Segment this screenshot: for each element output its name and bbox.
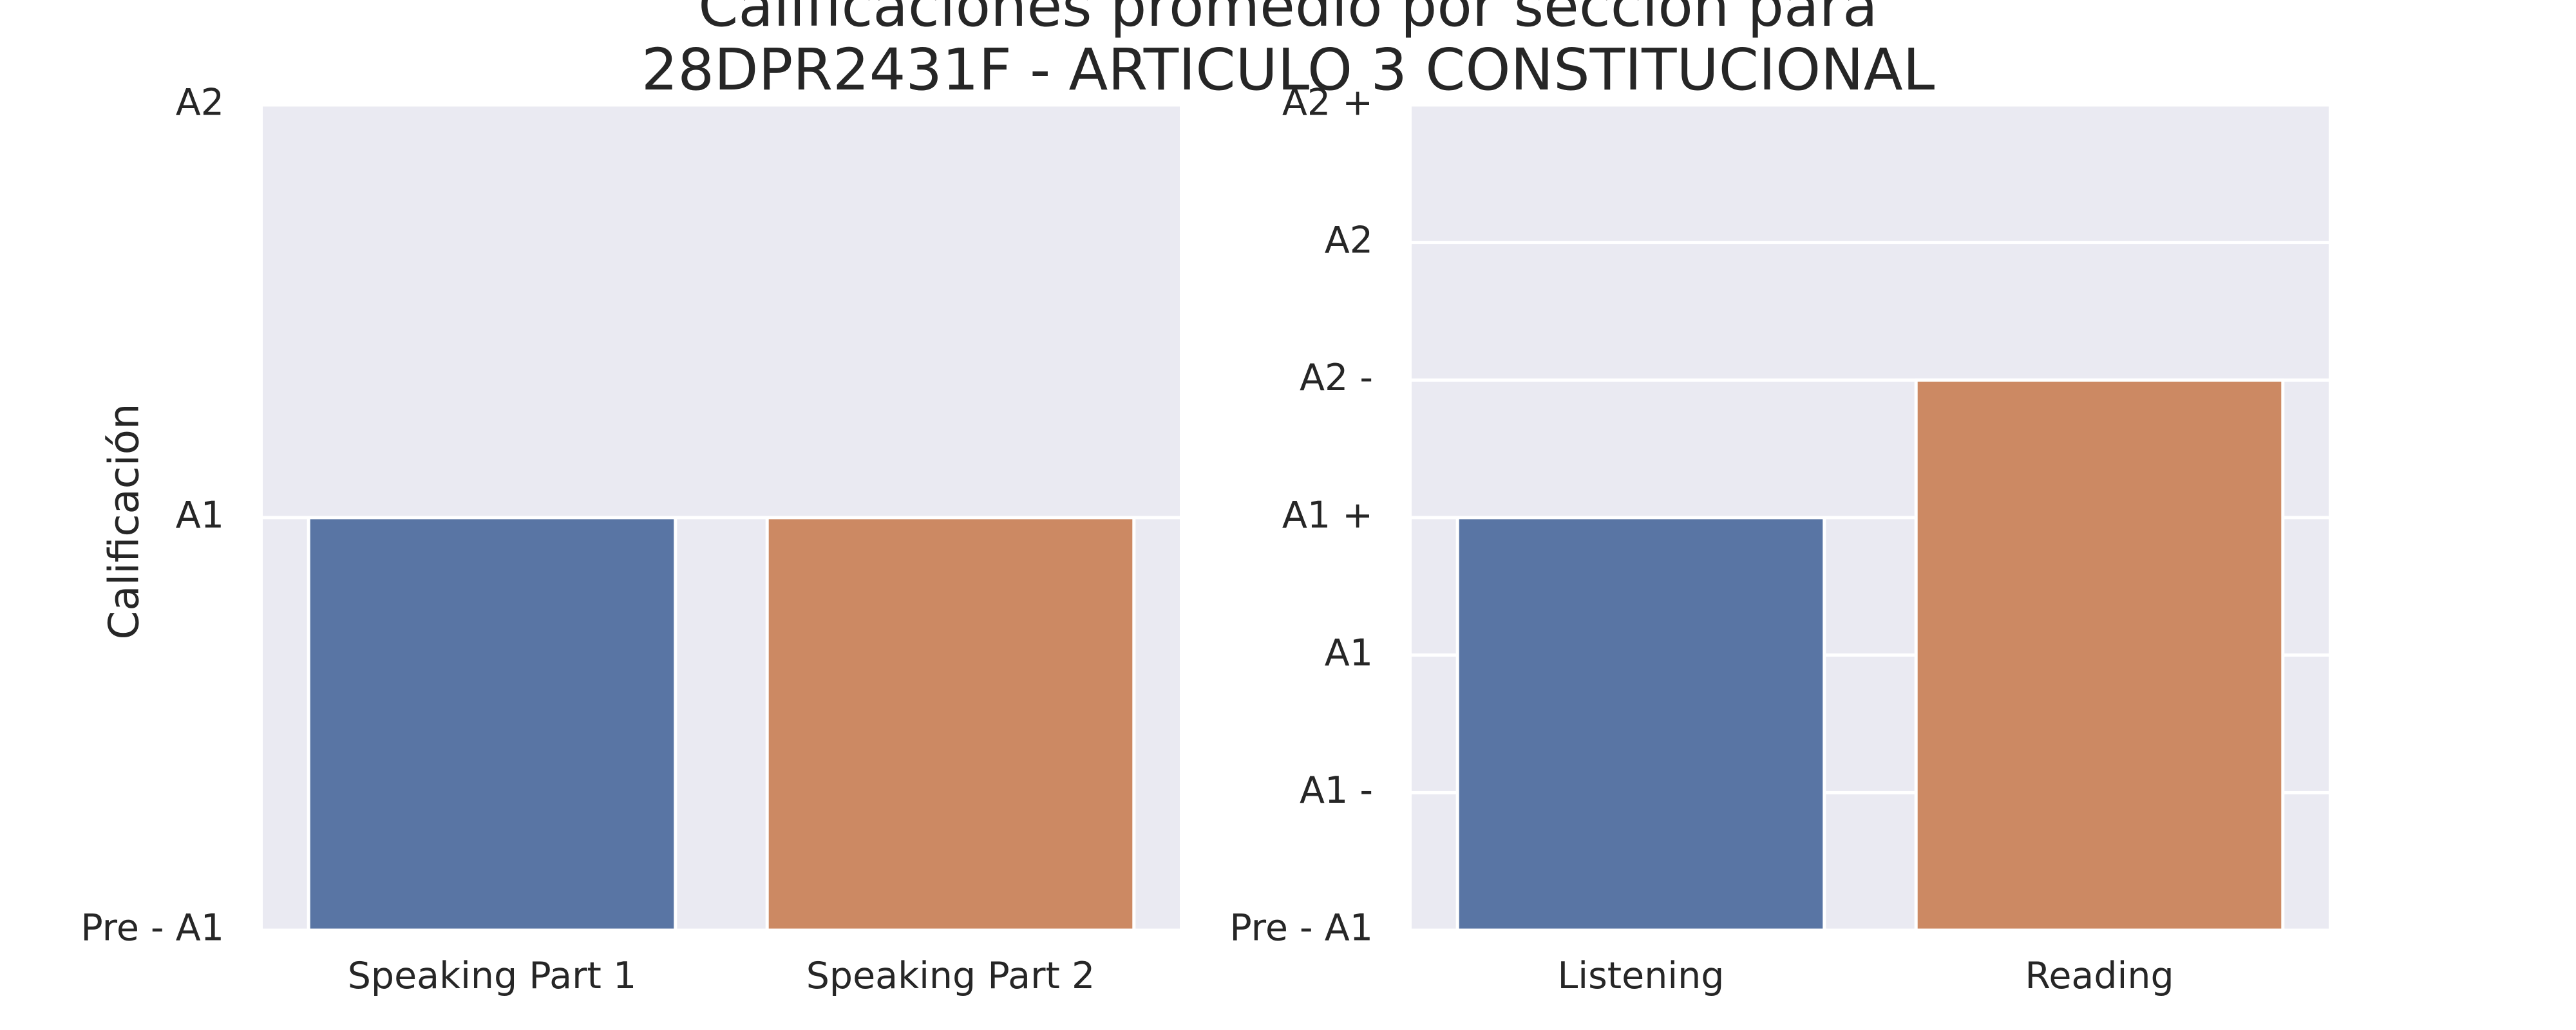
y-tick-label: A1 + [1282, 494, 1373, 537]
bar-listening [1455, 516, 1826, 932]
y-tick-label: Pre - A1 [80, 907, 224, 950]
bar-speaking-part-2 [765, 516, 1136, 932]
x-tick-label: Speaking Part 2 [806, 955, 1095, 997]
bar-reading [1914, 378, 2285, 932]
y-tick-label: A1 - [1300, 769, 1373, 812]
y-tick-label: A1 [1325, 632, 1373, 674]
x-tick-label: Reading [2025, 955, 2174, 997]
x-tick-label: Listening [1558, 955, 1725, 997]
x-tick-label: Speaking Part 1 [348, 955, 637, 997]
bar-speaking-part-1 [307, 516, 677, 932]
y-tick-label: A2 + [1282, 82, 1373, 124]
y-tick-label: Pre - A1 [1229, 907, 1373, 950]
chart-panel-left: Pre - A1 A1 A2 Speaking Part 1 Speaking Part… [80, 82, 1180, 997]
chart-title-line-1: Calificaciones promedio por sección para [698, 0, 1878, 39]
y-tick-label: A2 [176, 82, 224, 124]
chart-panel-right: Pre - A1 A1 - A1 A1 + A2 - A2 A2 + Listening Rea… [1229, 82, 2329, 997]
y-tick-label: A1 [176, 494, 224, 537]
y-tick-label: A2 - [1300, 357, 1373, 399]
chart-title-line-2: 28DPR2431F - ARTICULO 3 CONSTITUCIONAL [641, 36, 1935, 103]
y-tick-label: A2 [1325, 219, 1373, 261]
